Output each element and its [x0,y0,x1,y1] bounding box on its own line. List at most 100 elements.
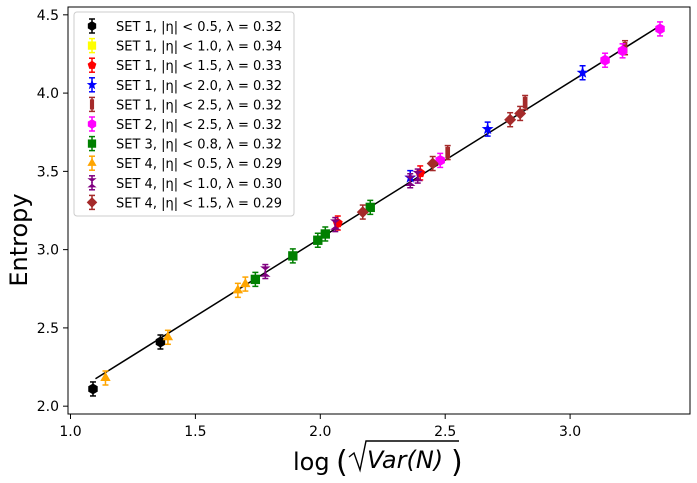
legend-lambda: λ = 0.32 [226,98,282,113]
x-axis-label-fn: log [293,448,330,476]
legend-lambda: λ = 0.32 [226,79,282,94]
data-point [522,96,528,109]
legend-sep: , [153,79,161,94]
legend-eta: |η| < 2.5 [161,98,218,113]
legend-eta: |η| < 2.5 [161,118,218,133]
data-point [320,229,330,239]
data-point [481,122,494,135]
legend-eta: |η| < 1.5 [161,59,218,74]
axis-ticks: 1.0 1.5 2.0 2.5 3.0 2.0 2.5 3.0 3.5 4.0 4.5 [37,8,581,440]
series-points [356,105,527,220]
data-point [445,146,451,159]
data-point [426,157,439,170]
legend-sep: , [153,157,161,172]
legend-set: SET 1 [116,59,153,74]
legend-set: SET 3 [116,138,153,153]
data-points [88,21,665,397]
data-point [155,336,166,348]
legend-eta: |η| < 1.0 [161,40,218,55]
legend-label: SET 1, |η| < 1.5, λ = 0.33 [116,59,282,74]
legend-entry: SET 1, |η| < 0.5, λ = 0.32 [87,18,282,35]
y-tick-label: 3.5 [37,164,59,180]
sqrt-radical-icon [348,440,459,473]
legend-sep: , [153,59,161,74]
y-axis-label: Entropy [5,193,33,286]
data-point [86,197,98,208]
legend-entry: SET 1, |η| < 2.5, λ = 0.32 [89,96,282,113]
legend-lambda: λ = 0.29 [226,157,282,172]
legend-set: SET 1 [116,20,153,35]
legend-set: SET 2 [116,118,153,133]
data-point [576,66,589,78]
data-point [87,21,97,31]
data-point [87,178,97,188]
series-points [260,168,423,280]
data-point [655,23,665,35]
legend-eta: |η| < 0.8 [161,138,218,153]
legend-label: SET 4, |η| < 0.5, λ = 0.29 [116,157,282,172]
data-point [356,206,369,219]
data-point [87,157,97,166]
legend-sep: , [218,79,226,94]
y-tick-label: 4.5 [37,8,59,24]
data-point [405,175,416,186]
legend-entry: SET 2, |η| < 2.5, λ = 0.32 [87,116,282,133]
legend-label: SET 2, |η| < 2.5, λ = 0.32 [116,118,282,133]
legend-label: SET 4, |η| < 1.0, λ = 0.30 [116,177,282,192]
legend-label: SET 1, |η| < 0.5, λ = 0.32 [116,20,282,35]
data-point [162,331,174,341]
legend-sep: , [218,98,226,113]
legend-set: SET 1 [116,98,153,113]
data-point [260,266,271,277]
legend-sep: , [153,177,161,192]
legend-set: SET 4 [116,196,153,211]
series-points [435,21,665,169]
data-point [313,235,323,245]
fit-line-group [95,25,661,380]
legend-label: SET 1, |η| < 2.0, λ = 0.32 [116,79,282,94]
legend-entry: SET 1, |η| < 1.5, λ = 0.33 [87,57,282,74]
legend-lambda: λ = 0.29 [226,196,282,211]
data-point [87,139,97,148]
x-axis-label: log ( Var(N) ) [293,440,463,480]
data-point [100,372,111,381]
legend-sep: , [218,59,226,74]
legend-entry: SET 4, |η| < 1.0, λ = 0.30 [87,175,282,192]
legend-eta: |η| < 0.5 [161,157,218,172]
legend-entry: SET 4, |η| < 1.5, λ = 0.29 [86,194,282,211]
data-point [87,60,97,69]
legend-set: SET 4 [116,157,153,172]
data-point [617,45,628,57]
legend-entry: SET 1, |η| < 1.0, λ = 0.34 [87,37,282,55]
data-point [250,274,261,285]
plot-frame [67,6,691,415]
legend-set: SET 1 [116,79,153,94]
x-axis-label-open-paren: ( [336,445,348,480]
legend-sep: , [153,138,161,153]
legend-sep: , [218,196,226,211]
legend-sep: , [153,118,161,133]
legend-sep: , [218,138,226,153]
legend-lambda: λ = 0.32 [226,118,282,133]
series-points [88,334,166,397]
data-point [87,119,97,129]
y-tick-label: 2.5 [37,321,59,337]
legend-sep: , [153,20,161,35]
x-tick-label: 2.5 [434,424,456,440]
data-point [514,107,527,120]
x-tick-label: 1.0 [59,424,81,440]
legend-lambda: λ = 0.30 [226,177,282,192]
legend-lambda: λ = 0.33 [226,59,282,74]
legend-box [73,11,295,217]
series-points [100,276,251,386]
legend-label: SET 1, |η| < 1.0, λ = 0.34 [116,40,282,55]
data-point [288,251,298,261]
legend-sep: , [218,177,226,192]
data-point [412,170,423,182]
legend-entry: SET 3, |η| < 0.8, λ = 0.32 [87,135,282,153]
legend-set: SET 1 [116,40,153,55]
legend-sep: , [218,20,226,35]
fit-line [95,25,661,380]
legend-sep: , [218,40,226,55]
